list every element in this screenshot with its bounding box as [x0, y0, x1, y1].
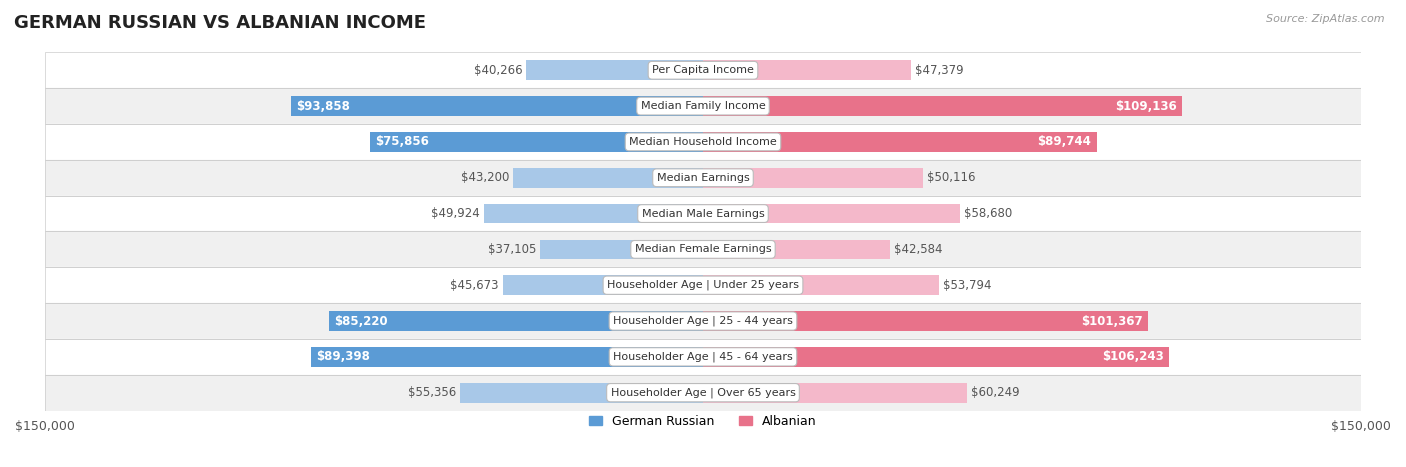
Bar — [460, 383, 703, 403]
Bar — [329, 311, 703, 331]
Bar — [513, 168, 703, 188]
Bar — [45, 124, 1361, 160]
Text: Householder Age | 25 - 44 years: Householder Age | 25 - 44 years — [613, 316, 793, 326]
Bar — [45, 339, 1361, 375]
Bar — [45, 124, 1361, 160]
Bar — [291, 96, 703, 116]
Bar — [45, 160, 1361, 196]
Bar — [703, 347, 1170, 367]
Bar — [45, 52, 1361, 88]
Bar — [45, 88, 1361, 124]
Text: Source: ZipAtlas.com: Source: ZipAtlas.com — [1267, 14, 1385, 24]
Text: $50,116: $50,116 — [927, 171, 976, 184]
Text: $53,794: $53,794 — [943, 279, 991, 292]
Text: $89,744: $89,744 — [1038, 135, 1091, 149]
Bar — [703, 383, 967, 403]
Bar — [703, 276, 939, 295]
Text: $101,367: $101,367 — [1081, 315, 1143, 327]
Text: Householder Age | 45 - 64 years: Householder Age | 45 - 64 years — [613, 352, 793, 362]
Text: Median Male Earnings: Median Male Earnings — [641, 209, 765, 219]
Bar — [703, 132, 1097, 152]
Text: $58,680: $58,680 — [965, 207, 1012, 220]
Bar — [703, 204, 960, 223]
Bar — [45, 196, 1361, 232]
Text: $42,584: $42,584 — [894, 243, 942, 256]
Bar — [370, 132, 703, 152]
Bar — [502, 276, 703, 295]
Text: $60,249: $60,249 — [972, 386, 1019, 399]
Text: $106,243: $106,243 — [1102, 350, 1164, 363]
Bar — [703, 168, 922, 188]
Text: $47,379: $47,379 — [915, 64, 963, 77]
Text: $37,105: $37,105 — [488, 243, 536, 256]
Text: $45,673: $45,673 — [450, 279, 499, 292]
Text: Median Earnings: Median Earnings — [657, 173, 749, 183]
Bar — [45, 375, 1361, 410]
Text: Median Female Earnings: Median Female Earnings — [634, 244, 772, 255]
Bar — [484, 204, 703, 223]
Text: $85,220: $85,220 — [335, 315, 388, 327]
Text: $49,924: $49,924 — [432, 207, 479, 220]
Text: Median Household Income: Median Household Income — [628, 137, 778, 147]
Text: Median Family Income: Median Family Income — [641, 101, 765, 111]
Bar — [703, 60, 911, 80]
Bar — [45, 303, 1361, 339]
Text: $75,856: $75,856 — [375, 135, 429, 149]
Text: Householder Age | Over 65 years: Householder Age | Over 65 years — [610, 388, 796, 398]
Text: Per Capita Income: Per Capita Income — [652, 65, 754, 75]
Bar — [526, 60, 703, 80]
Text: $93,858: $93,858 — [297, 99, 350, 113]
Bar — [703, 311, 1147, 331]
Text: $40,266: $40,266 — [474, 64, 523, 77]
Text: GERMAN RUSSIAN VS ALBANIAN INCOME: GERMAN RUSSIAN VS ALBANIAN INCOME — [14, 14, 426, 32]
Text: $89,398: $89,398 — [316, 350, 370, 363]
Bar — [703, 96, 1182, 116]
Bar — [45, 160, 1361, 196]
Text: $55,356: $55,356 — [408, 386, 456, 399]
Bar — [45, 267, 1361, 303]
Legend: German Russian, Albanian: German Russian, Albanian — [585, 410, 821, 433]
Bar — [45, 52, 1361, 88]
Text: Householder Age | Under 25 years: Householder Age | Under 25 years — [607, 280, 799, 290]
Bar — [45, 303, 1361, 339]
Bar — [703, 240, 890, 259]
Text: $109,136: $109,136 — [1115, 99, 1177, 113]
Bar — [45, 375, 1361, 410]
Bar — [540, 240, 703, 259]
Bar — [45, 339, 1361, 375]
Bar — [45, 196, 1361, 232]
Bar — [45, 267, 1361, 303]
Bar — [45, 88, 1361, 124]
Bar — [311, 347, 703, 367]
Bar — [45, 232, 1361, 267]
Text: $43,200: $43,200 — [461, 171, 509, 184]
Bar — [45, 232, 1361, 267]
